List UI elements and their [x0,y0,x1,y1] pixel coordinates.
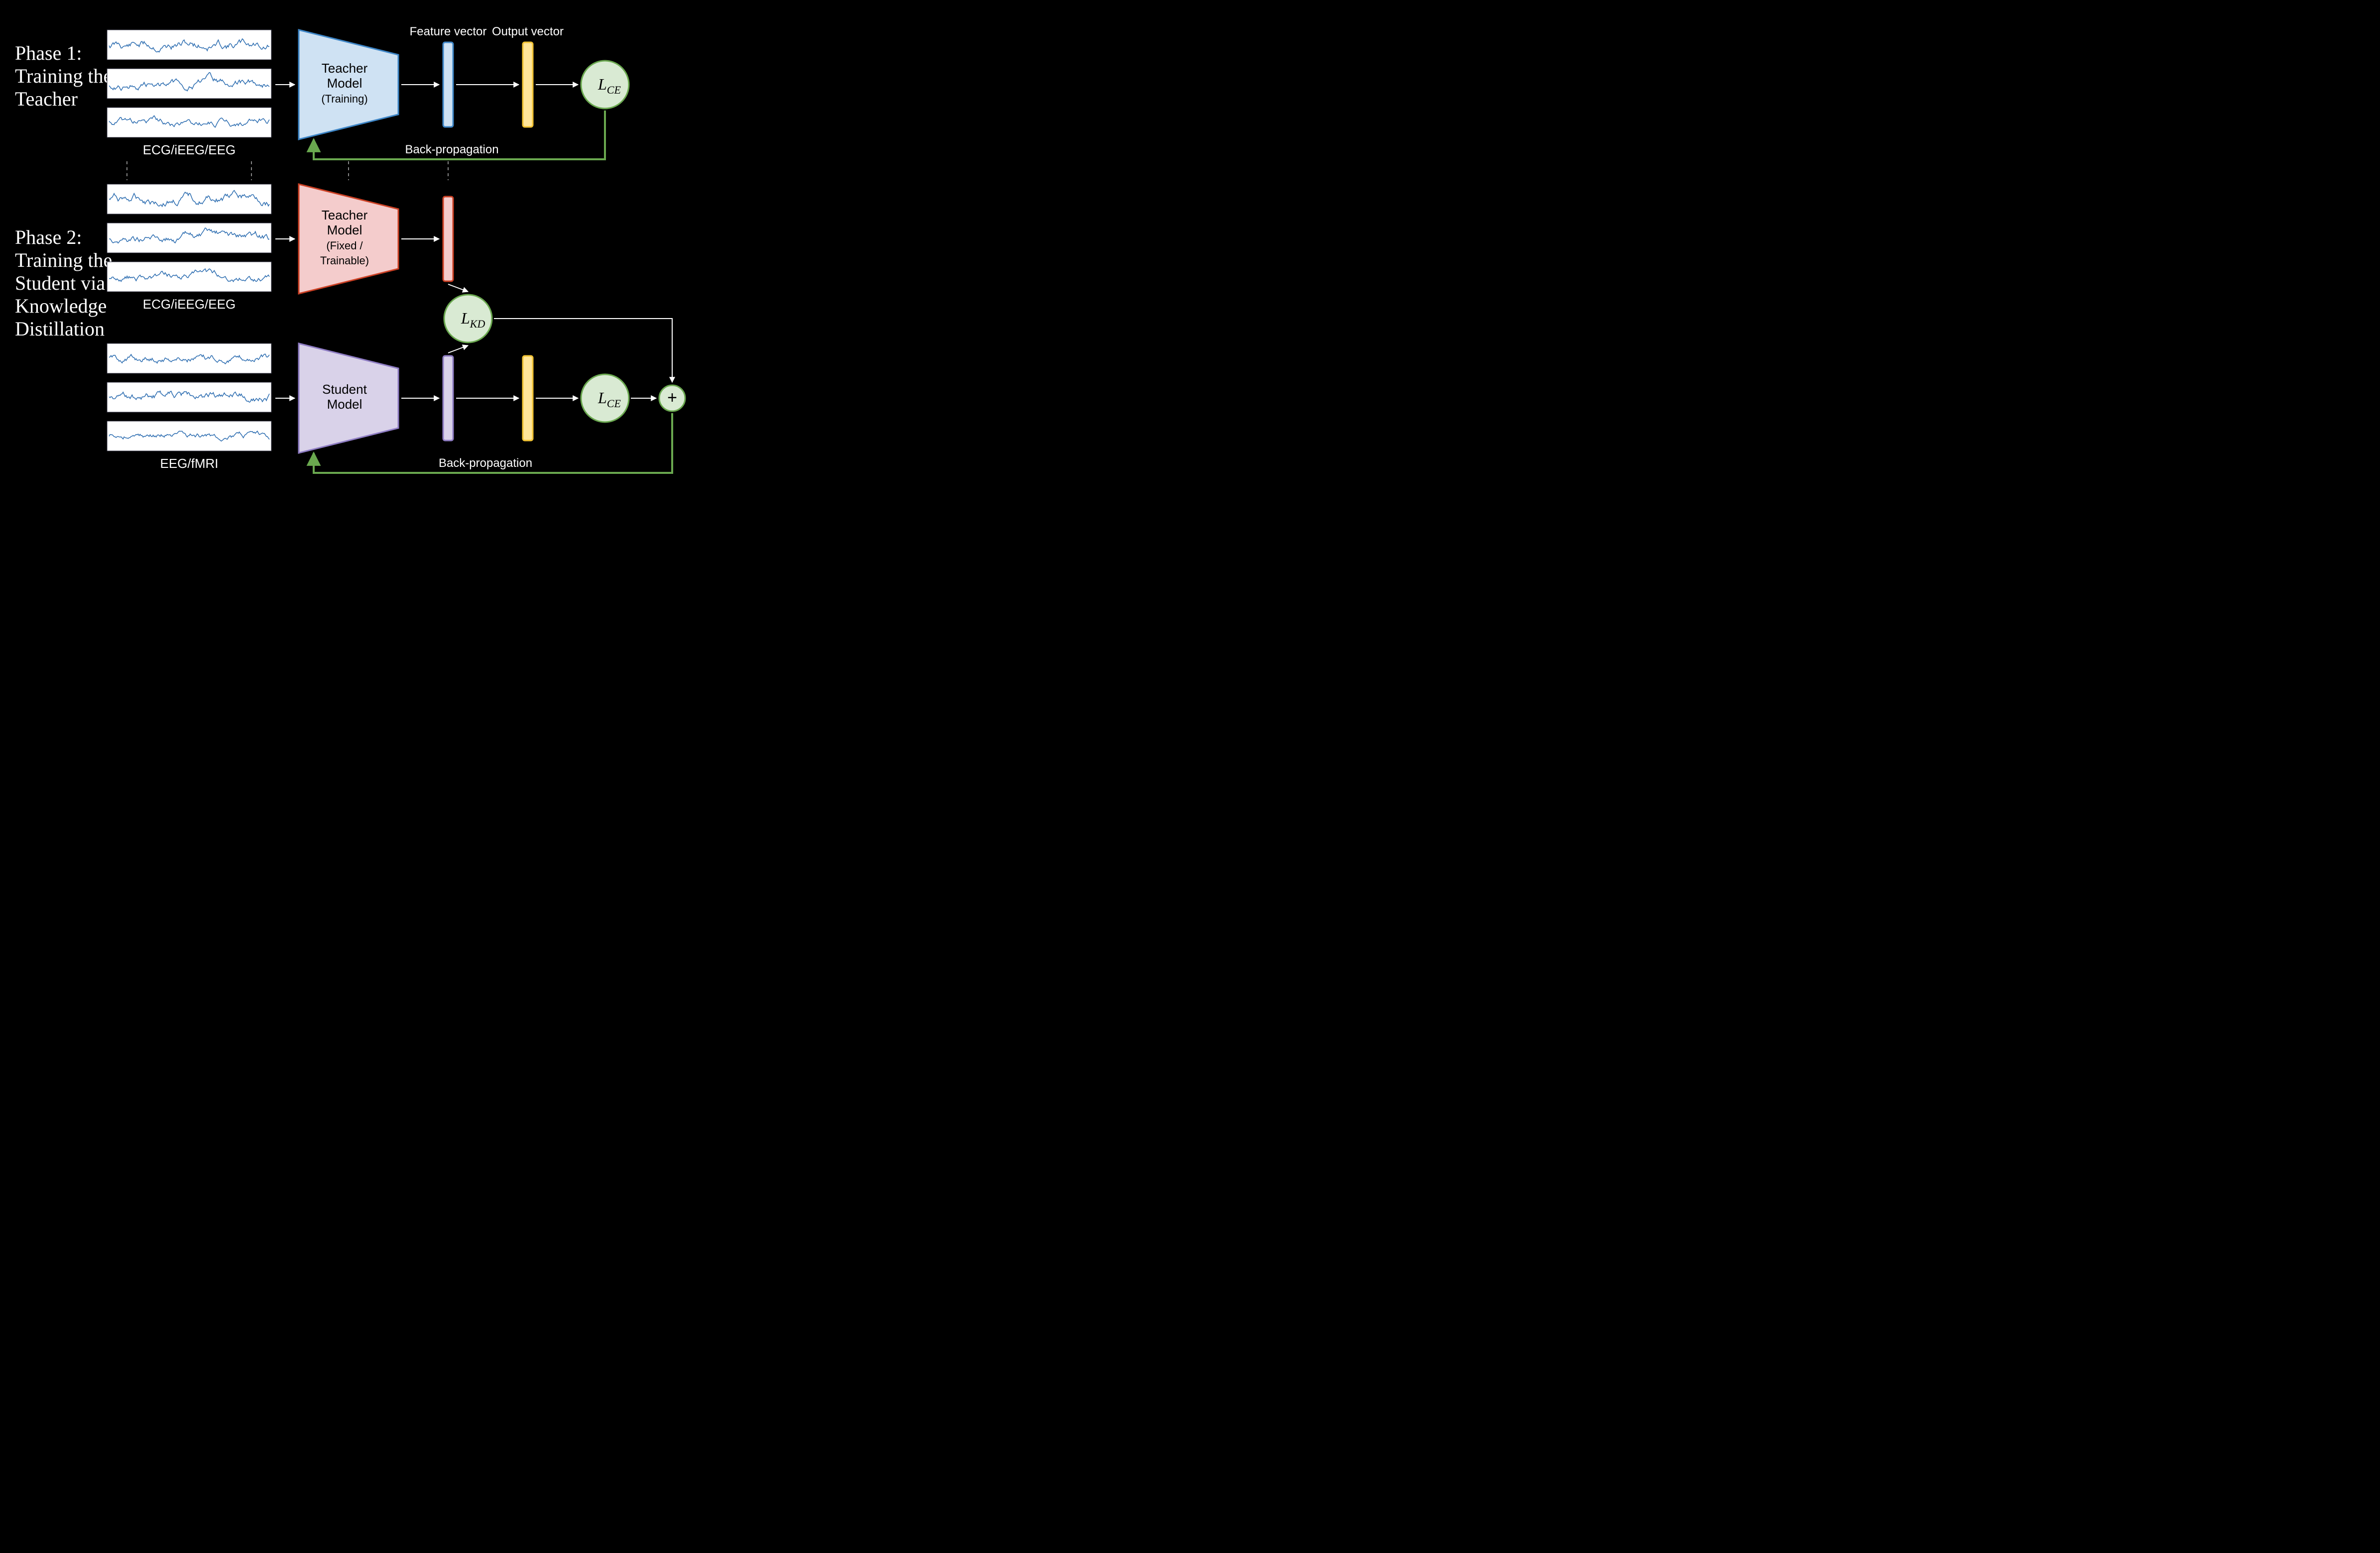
signal-box [107,223,271,253]
feat-bar-teacher-train [443,42,453,127]
svg-text:Model: Model [327,76,362,91]
signal-box [107,421,271,451]
student-input-label: EEG/fMRI [160,456,218,471]
svg-text:Teacher: Teacher [15,88,78,110]
teacher-train-input-label: ECG/iEEG/EEG [143,142,236,157]
svg-text:(Training): (Training) [321,93,367,105]
feat-bar-student [443,356,453,441]
svg-text:(Fixed /: (Fixed / [326,239,363,252]
out-bar-teacher-train [523,42,533,127]
signal-box [107,69,271,99]
feat-bar-teacher-fixed [443,197,453,281]
loss-ce-top: LCE [581,61,629,109]
loss-ce-bottom: LCE [581,374,629,422]
svg-text:Student via: Student via [15,272,105,294]
signal-box [107,30,271,60]
loss-kd: LKD [444,295,492,342]
output-vector-label: Output vector [492,25,564,38]
svg-text:Distillation: Distillation [15,318,105,340]
svg-text:Model: Model [327,222,362,237]
svg-text:Model: Model [327,397,362,412]
backprop-label: Back-propagation [439,456,532,470]
signal-box [107,343,271,373]
svg-text:Phase 1:: Phase 1: [15,42,82,64]
feature-vector-label: Feature vector [410,25,487,38]
svg-text:Training the: Training the [15,249,112,271]
signal-box [107,382,271,412]
out-bar-student [523,356,533,441]
svg-text:Phase 2:: Phase 2: [15,226,82,248]
teacher-fixed-input-label: ECG/iEEG/EEG [143,297,236,312]
svg-text:Trainable): Trainable) [320,254,369,267]
signal-box [107,108,271,137]
svg-text:Teacher: Teacher [322,61,368,76]
svg-text:Knowledge: Knowledge [15,295,107,317]
plus-icon: + [667,388,677,407]
backprop-label: Back-propagation [405,143,498,156]
svg-text:Teacher: Teacher [322,208,368,222]
signal-box [107,262,271,292]
svg-text:Student: Student [322,382,367,397]
svg-text:Training the: Training the [15,65,112,87]
signal-box [107,184,271,214]
